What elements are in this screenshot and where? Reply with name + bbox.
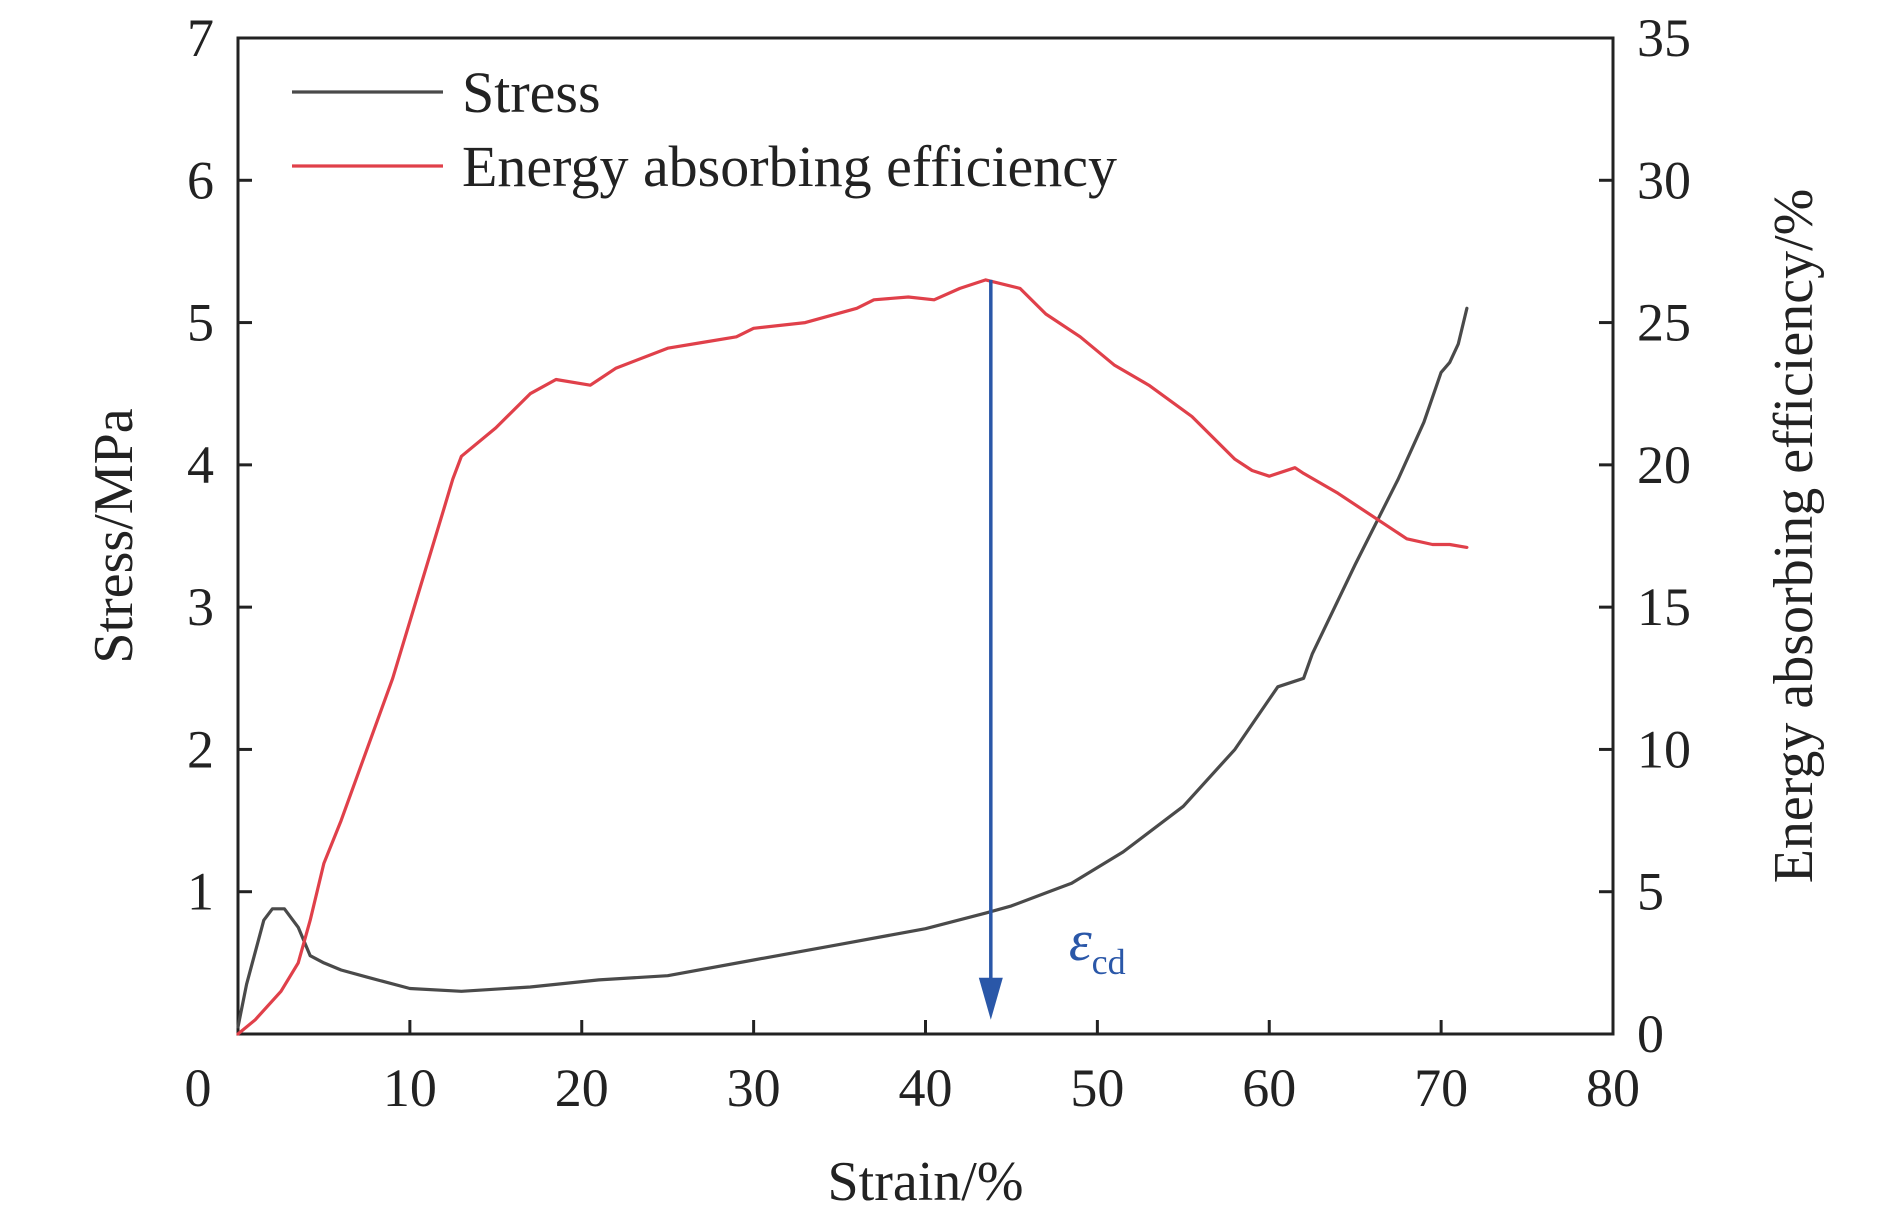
y-left-tick-label: 4 bbox=[187, 435, 214, 495]
y-right-tick-label: 25 bbox=[1637, 293, 1691, 353]
x-tick-label: 20 bbox=[555, 1058, 609, 1118]
x-tick-label: 30 bbox=[727, 1058, 781, 1118]
ecd-label: εcd bbox=[1069, 908, 1126, 982]
y-left-tick-label: 3 bbox=[187, 577, 214, 637]
y-left-tick-label: 1 bbox=[187, 862, 214, 922]
y-left-axis-title: Stress/MPa bbox=[83, 408, 145, 663]
y-left-tick-label: 6 bbox=[187, 150, 214, 210]
origin-label: 0 bbox=[185, 1058, 212, 1118]
y-right-tick-label: 35 bbox=[1637, 8, 1691, 68]
y-left-tick-label: 2 bbox=[187, 719, 214, 779]
x-tick-label: 80 bbox=[1586, 1058, 1640, 1118]
x-axis-title: Strain/% bbox=[828, 1151, 1024, 1213]
y-right-tick-label: 5 bbox=[1637, 862, 1664, 922]
y-left-tick-label: 5 bbox=[187, 293, 214, 353]
y-right-tick-label: 20 bbox=[1637, 435, 1691, 495]
x-tick-label: 40 bbox=[899, 1058, 953, 1118]
legend-label-stress: Stress bbox=[462, 60, 601, 125]
y-right-tick-label: 10 bbox=[1637, 719, 1691, 779]
series-layer bbox=[236, 278, 1469, 1036]
x-tick-label: 10 bbox=[383, 1058, 437, 1118]
x-tick-label: 70 bbox=[1414, 1058, 1468, 1118]
x-tick-label: 60 bbox=[1242, 1058, 1296, 1118]
y-left-tick-label: 7 bbox=[187, 8, 214, 68]
ecd-arrow-head bbox=[978, 977, 1003, 1020]
y-right-tick-label: 15 bbox=[1637, 577, 1691, 637]
axes-layer: 0 10 20 30 40 50 60 70 80123456705101520253035St… bbox=[83, 8, 1825, 1213]
legend: Stress Energy absorbing efficiency bbox=[292, 60, 1117, 199]
y-right-tick-label: 0 bbox=[1637, 1004, 1664, 1064]
series-line-stress bbox=[236, 306, 1469, 1029]
ecd-label-subscript: cd bbox=[1092, 942, 1126, 982]
legend-label-energy: Energy absorbing efficiency bbox=[462, 134, 1117, 199]
series-line-energy-absorbing-efficiency bbox=[236, 278, 1469, 1036]
y-right-axis-title: Energy absorbing efficiency/% bbox=[1763, 189, 1825, 884]
y-right-tick-label: 30 bbox=[1637, 150, 1691, 210]
x-tick-label: 50 bbox=[1070, 1058, 1124, 1118]
